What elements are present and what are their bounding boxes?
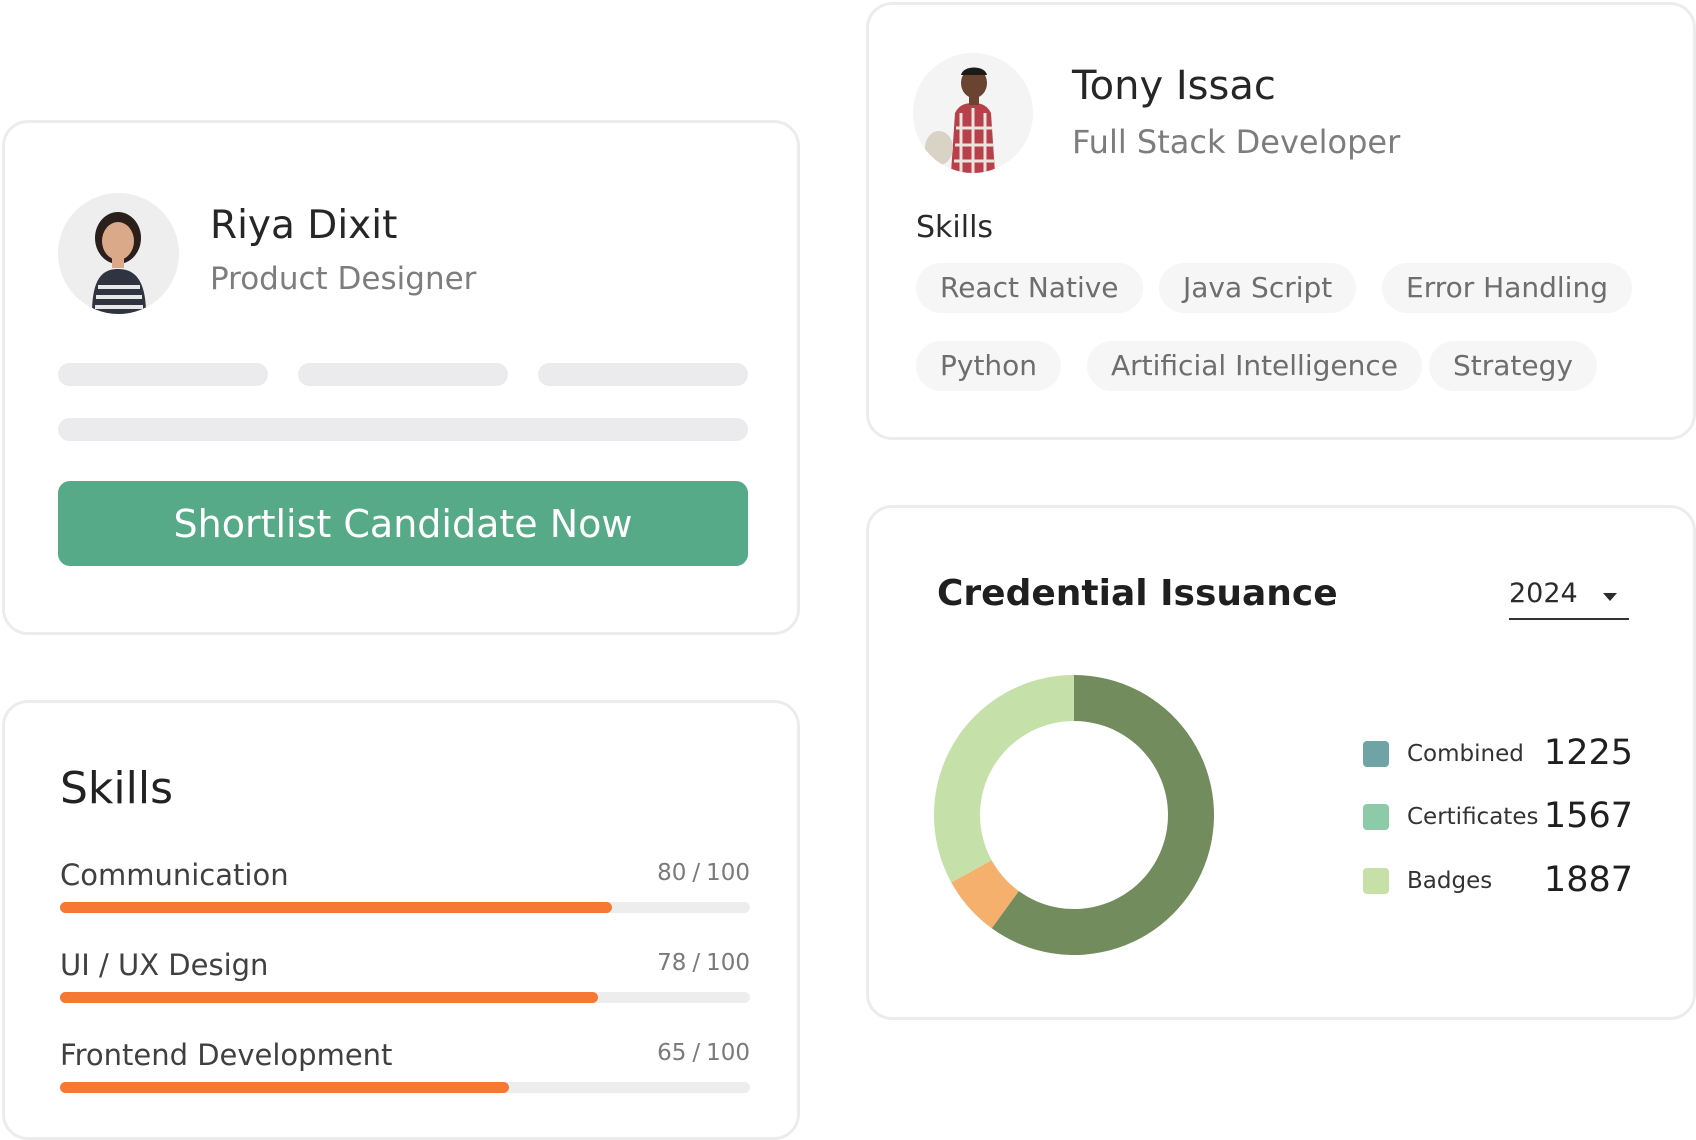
skill-label: Frontend Development xyxy=(60,1038,393,1072)
skill-row: Communication 80/100 xyxy=(60,858,750,918)
legend-value: 1887 xyxy=(1543,860,1633,900)
profile-name: Tony Issac xyxy=(1072,63,1276,109)
placeholder-bar xyxy=(298,363,508,386)
credential-chart-card: Credential Issuance 2024 Combined 1225 C… xyxy=(866,505,1696,1020)
chart-title: Credential Issuance xyxy=(937,573,1338,614)
legend-label: Certificates xyxy=(1407,804,1539,830)
legend-item: Badges 1887 xyxy=(1363,860,1633,900)
profile-role: Full Stack Developer xyxy=(1072,123,1401,161)
skills-heading: Skills xyxy=(60,763,174,814)
legend-value: 1567 xyxy=(1543,796,1633,836)
progress-track xyxy=(60,902,750,913)
skill-score: 78/100 xyxy=(657,950,750,976)
progress-track xyxy=(60,1082,750,1093)
skill-chip: Strategy xyxy=(1429,341,1597,391)
skill-score: 80/100 xyxy=(657,860,750,886)
placeholder-bar xyxy=(58,363,268,386)
person-photo-icon xyxy=(913,53,1033,173)
legend-label: Badges xyxy=(1407,868,1493,894)
profile-skills-heading: Skills xyxy=(916,210,994,245)
shortlist-candidate-button[interactable]: Shortlist Candidate Now xyxy=(58,481,748,566)
progress-fill xyxy=(60,902,612,913)
skill-chip: Python xyxy=(916,341,1062,391)
skill-row: Frontend Development 65/100 xyxy=(60,1038,750,1098)
placeholder-bar xyxy=(538,363,748,386)
candidate-name: Riya Dixit xyxy=(210,203,398,248)
skill-score: 65/100 xyxy=(657,1040,750,1066)
candidate-card: Riya Dixit Product Designer Shortlist Ca… xyxy=(2,120,800,635)
caret-down-icon xyxy=(1603,593,1617,601)
legend-item: Combined 1225 xyxy=(1363,733,1633,773)
skill-chip: Artificial Intelligence xyxy=(1087,341,1422,391)
candidate-avatar xyxy=(58,193,179,314)
skill-row: UI / UX Design 78/100 xyxy=(60,948,750,1008)
skill-chip: Java Script xyxy=(1159,263,1357,313)
year-select-value: 2024 xyxy=(1509,578,1578,609)
donut-slice xyxy=(934,675,1074,883)
year-select[interactable]: 2024 xyxy=(1509,578,1629,620)
legend-swatch xyxy=(1363,868,1389,894)
progress-fill xyxy=(60,1082,509,1093)
legend-item: Certificates 1567 xyxy=(1363,796,1633,836)
donut-slice xyxy=(991,675,1214,955)
profile-card: Tony Issac Full Stack Developer Skills R… xyxy=(866,2,1696,440)
person-photo-icon xyxy=(58,193,179,314)
skills-card: Skills Communication 80/100 UI / UX Desi… xyxy=(2,700,800,1140)
skill-label: Communication xyxy=(60,858,289,892)
donut-chart xyxy=(934,675,1214,955)
progress-track xyxy=(60,992,750,1003)
placeholder-bar xyxy=(58,418,748,441)
legend-swatch xyxy=(1363,741,1389,767)
legend-swatch xyxy=(1363,804,1389,830)
skill-label: UI / UX Design xyxy=(60,948,269,982)
skill-chip: React Native xyxy=(916,263,1143,313)
progress-fill xyxy=(60,992,599,1003)
legend-value: 1225 xyxy=(1543,733,1633,773)
skill-chip: Error Handling xyxy=(1382,263,1632,313)
candidate-role: Product Designer xyxy=(210,261,477,297)
legend-label: Combined xyxy=(1407,741,1524,767)
donut-slice xyxy=(951,860,1019,929)
profile-avatar xyxy=(913,53,1033,173)
